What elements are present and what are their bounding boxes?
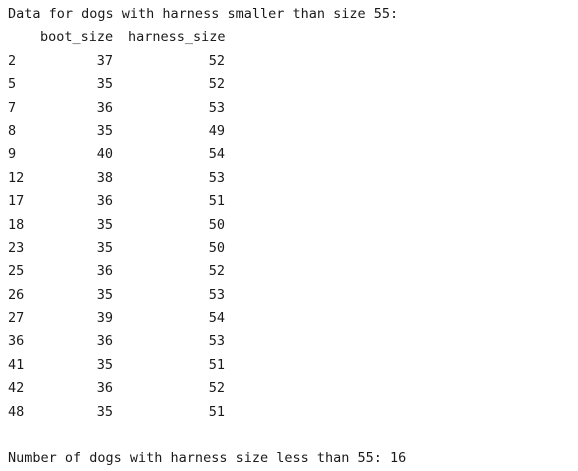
boot-size-cell: 36 bbox=[96, 333, 113, 350]
table-row: 25 36 52 bbox=[8, 260, 568, 283]
boot-size-cell: 35 bbox=[96, 356, 113, 373]
boot-size-cell: 37 bbox=[96, 52, 113, 69]
harness-size-cell: 53 bbox=[208, 286, 225, 303]
row-index: 27 bbox=[8, 310, 25, 327]
column-header-harness-size: harness_size bbox=[128, 29, 226, 46]
row-index: 9 bbox=[8, 146, 17, 163]
boot-size-cell: 35 bbox=[96, 122, 113, 139]
row-index: 23 bbox=[8, 239, 25, 256]
row-index: 17 bbox=[8, 193, 25, 210]
row-index: 41 bbox=[8, 356, 25, 373]
harness-size-cell: 52 bbox=[208, 380, 225, 397]
harness-size-cell: 52 bbox=[208, 52, 225, 69]
row-index: 8 bbox=[8, 122, 17, 139]
boot-size-cell: 35 bbox=[96, 403, 113, 420]
table-row: 27 39 54 bbox=[8, 307, 568, 330]
harness-size-cell: 51 bbox=[208, 403, 225, 420]
table-row: 9 40 54 bbox=[8, 143, 568, 166]
row-index: 5 bbox=[8, 76, 17, 93]
table-body: 2 37 52 5 35 52 7 36 53 8 35 49 9 40 54 12 38 53 17 36 51 18 3… bbox=[8, 50, 568, 424]
row-index: 42 bbox=[8, 380, 25, 397]
harness-size-cell: 51 bbox=[208, 356, 225, 373]
boot-size-cell: 36 bbox=[96, 380, 113, 397]
table-row: 8 35 49 bbox=[8, 120, 568, 143]
boot-size-cell: 35 bbox=[96, 216, 113, 233]
table-row: 26 35 53 bbox=[8, 284, 568, 307]
row-index: 26 bbox=[8, 286, 25, 303]
harness-size-cell: 52 bbox=[208, 263, 225, 280]
harness-size-cell: 53 bbox=[208, 169, 225, 186]
harness-size-cell: 51 bbox=[208, 193, 225, 210]
boot-size-cell: 35 bbox=[96, 76, 113, 93]
table-row: 7 36 53 bbox=[8, 97, 568, 120]
harness-size-cell: 50 bbox=[208, 239, 225, 256]
table-row: 36 36 53 bbox=[8, 330, 568, 353]
boot-size-cell: 36 bbox=[96, 263, 113, 280]
table-header: boot_size harness_size bbox=[8, 26, 568, 49]
boot-size-cell: 36 bbox=[96, 99, 113, 116]
table-row: 23 35 50 bbox=[8, 237, 568, 260]
boot-size-cell: 40 bbox=[96, 146, 113, 163]
harness-size-cell: 53 bbox=[208, 333, 225, 350]
table-row: 42 36 52 bbox=[8, 377, 568, 400]
boot-size-cell: 35 bbox=[96, 239, 113, 256]
row-index: 18 bbox=[8, 216, 25, 233]
table-row: 5 35 52 bbox=[8, 73, 568, 96]
boot-size-cell: 36 bbox=[96, 193, 113, 210]
table-row: 12 38 53 bbox=[8, 167, 568, 190]
boot-size-cell: 39 bbox=[96, 310, 113, 327]
blank-line bbox=[8, 424, 568, 447]
column-header-boot-size: boot_size bbox=[40, 29, 114, 46]
output-heading: Data for dogs with harness smaller than … bbox=[8, 6, 399, 22]
row-index: 36 bbox=[8, 333, 25, 350]
output-summary: Number of dogs with harness size less th… bbox=[8, 450, 407, 467]
boot-size-cell: 35 bbox=[96, 286, 113, 303]
row-index: 48 bbox=[8, 403, 25, 420]
table-row: 2 37 52 bbox=[8, 50, 568, 73]
harness-size-cell: 54 bbox=[208, 310, 225, 327]
table-row: 18 35 50 bbox=[8, 214, 568, 237]
harness-size-cell: 53 bbox=[208, 99, 225, 116]
row-index: 7 bbox=[8, 99, 17, 116]
row-index: 25 bbox=[8, 263, 25, 280]
harness-size-cell: 54 bbox=[208, 146, 225, 163]
table-row: 17 36 51 bbox=[8, 190, 568, 213]
table-row: 48 35 51 bbox=[8, 401, 568, 424]
table-row: 41 35 51 bbox=[8, 354, 568, 377]
console-output: Data for dogs with harness smaller than … bbox=[8, 3, 568, 471]
row-index: 2 bbox=[8, 52, 17, 69]
row-index: 12 bbox=[8, 169, 25, 186]
harness-size-cell: 52 bbox=[208, 76, 225, 93]
harness-size-cell: 49 bbox=[208, 122, 225, 139]
harness-size-cell: 50 bbox=[208, 216, 225, 233]
boot-size-cell: 38 bbox=[96, 169, 113, 186]
